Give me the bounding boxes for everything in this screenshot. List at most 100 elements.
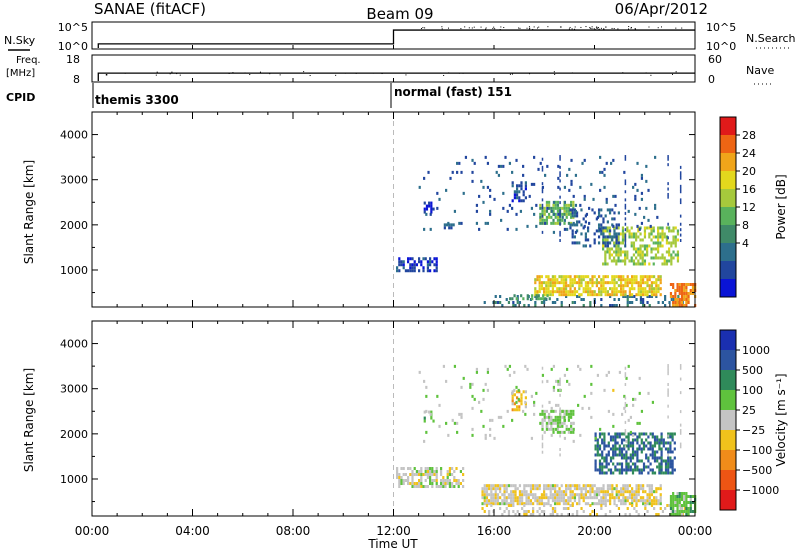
range-cell xyxy=(645,456,648,460)
range-cell xyxy=(593,298,596,301)
range-cell xyxy=(559,388,561,392)
range-cell xyxy=(486,161,490,165)
range-cell xyxy=(653,459,657,463)
range-cell xyxy=(559,418,562,422)
range-cell xyxy=(603,471,606,475)
range-cell xyxy=(539,412,542,416)
range-cell xyxy=(603,459,606,463)
range-cell xyxy=(656,435,659,439)
range-cell xyxy=(655,496,658,500)
nave-dot xyxy=(553,71,555,73)
range-cell xyxy=(641,238,644,242)
range-cell xyxy=(448,470,452,474)
range-cell xyxy=(559,421,562,425)
range-cell xyxy=(629,465,632,469)
range-cell xyxy=(402,482,405,486)
range-cell xyxy=(505,496,508,500)
range-cell xyxy=(499,507,502,510)
range-cell xyxy=(655,490,658,494)
range-cell xyxy=(646,278,649,282)
range-cell xyxy=(482,185,485,189)
range-cell xyxy=(510,499,513,503)
range-cell xyxy=(640,197,644,201)
range-cell xyxy=(638,391,641,395)
range-cell xyxy=(422,269,425,273)
range-cell xyxy=(598,462,602,466)
range-cell xyxy=(438,403,441,407)
range-cell xyxy=(575,229,579,233)
range-cell xyxy=(567,212,571,216)
range-cell xyxy=(559,209,561,213)
range-cell xyxy=(611,484,614,488)
range-cell xyxy=(602,290,605,294)
range-cell xyxy=(667,468,670,472)
range-cell xyxy=(426,473,430,477)
range-cell xyxy=(505,499,508,503)
range-cell xyxy=(510,484,513,488)
range-cell xyxy=(653,496,656,500)
range-cell xyxy=(632,235,636,239)
range-cell xyxy=(666,504,669,507)
range-cell xyxy=(543,287,546,291)
range-cell xyxy=(616,468,619,472)
range-cell xyxy=(411,263,414,267)
range-cell xyxy=(536,496,539,500)
range-cell xyxy=(648,275,651,279)
range-cell xyxy=(507,493,511,497)
range-cell xyxy=(586,226,590,230)
range-cell xyxy=(612,456,615,460)
range-cell xyxy=(455,467,458,471)
range-cell xyxy=(512,502,515,506)
range-cell xyxy=(520,187,523,191)
colorbar-tick-label: −500 xyxy=(742,464,772,477)
range-cell xyxy=(608,250,611,254)
range-cell xyxy=(561,409,564,413)
range-cell xyxy=(650,293,653,297)
range-cell xyxy=(600,290,603,294)
range-cell xyxy=(423,210,426,214)
range-cell xyxy=(619,253,622,257)
range-cell xyxy=(543,510,546,513)
range-cell xyxy=(572,409,575,413)
range-cell xyxy=(533,212,536,216)
range-cell xyxy=(554,510,557,513)
range-cell xyxy=(633,275,636,279)
range-cell xyxy=(559,233,561,237)
range-cell xyxy=(632,262,636,266)
range-cell xyxy=(613,290,616,294)
range-cell xyxy=(552,221,555,225)
range-cell xyxy=(668,226,671,230)
range-cell xyxy=(425,430,428,434)
range-cell xyxy=(621,412,624,416)
range-cell xyxy=(613,499,616,503)
colorbar-block xyxy=(720,207,736,226)
range-cell xyxy=(591,208,594,212)
range-cell xyxy=(662,438,665,442)
range-cell xyxy=(676,507,679,510)
range-cell xyxy=(650,493,654,497)
range-cell xyxy=(620,490,623,494)
range-cell xyxy=(549,284,552,288)
range-cell xyxy=(478,400,481,404)
range-cell xyxy=(646,484,649,488)
range-cell xyxy=(445,188,448,192)
range-cell xyxy=(548,415,551,419)
range-cell xyxy=(541,165,544,169)
range-cell xyxy=(610,161,613,165)
range-cell xyxy=(518,484,522,488)
range-cell xyxy=(636,421,639,425)
range-cell xyxy=(640,441,643,445)
range-cell xyxy=(571,241,574,245)
range-cell xyxy=(671,438,674,442)
range-cell xyxy=(674,301,677,304)
range-cell xyxy=(676,298,679,301)
range-cell xyxy=(512,484,515,488)
range-cell xyxy=(411,266,414,270)
range-cell xyxy=(615,290,618,294)
range-cell xyxy=(551,510,555,513)
range-cell xyxy=(492,484,495,488)
range-cell xyxy=(613,284,616,288)
range-cell xyxy=(556,513,559,516)
range-cell xyxy=(627,441,630,445)
range-cell xyxy=(622,290,625,294)
